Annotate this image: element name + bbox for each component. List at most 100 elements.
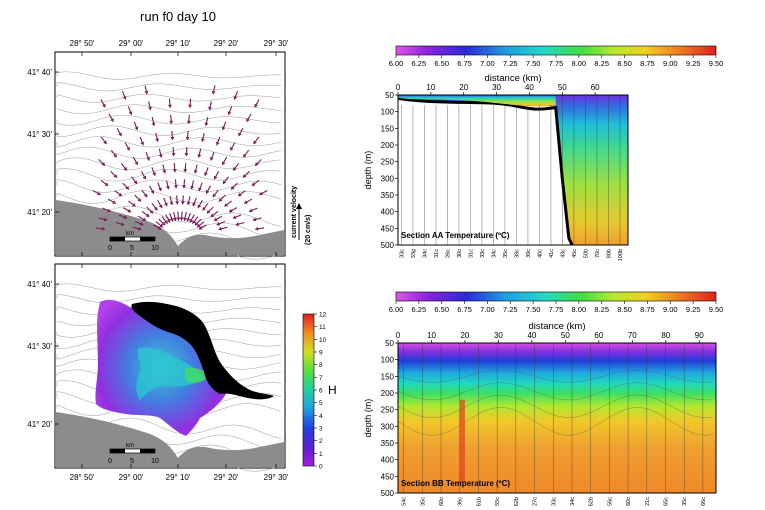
y-tick-label: 250: [381, 406, 395, 415]
section-background: [398, 343, 716, 493]
colorbar-tick-label: 9.25: [686, 305, 701, 314]
velocity-arrow-head: [103, 140, 107, 145]
velocity-arrow-head: [252, 217, 257, 222]
velocity-arrow-head: [204, 122, 209, 126]
colorbar-tick-label: 7.00: [480, 59, 495, 68]
y-tick-label: 200: [381, 389, 395, 398]
colorbar-tick-label: 8.75: [640, 305, 655, 314]
velocity-arrow-head: [128, 111, 133, 115]
x-tick-label: 30: [492, 83, 501, 92]
colorbar-tick-label: 8.50: [617, 59, 632, 68]
velocity-arrow-head: [102, 103, 106, 108]
figure-title: run f0 day 10: [140, 9, 216, 24]
section-bb-isotherm: [397, 394, 713, 418]
station-label: 56c: [607, 497, 613, 506]
velocity-arrow-head: [157, 226, 162, 230]
map-x-tick-label: 28° 50': [70, 473, 95, 482]
map-contour-line: [56, 93, 282, 103]
station-label: 26c: [445, 249, 451, 258]
colorbar-tick-label: 7.75: [549, 305, 564, 314]
colorbar-tick-label: 7.00: [480, 305, 495, 314]
velocity-arrow-head: [259, 191, 263, 196]
x-tick-label: 40: [525, 83, 534, 92]
velocity-arrow-head: [150, 190, 155, 194]
map-contour-line: [56, 179, 282, 193]
colorbar-tick-label: 6.00: [389, 59, 404, 68]
map-x-tick-label: 29° 30': [264, 39, 289, 48]
y-tick-label: 50: [385, 339, 394, 348]
velocity-arrow-head: [198, 226, 203, 230]
velocity-arrow-head: [238, 192, 242, 197]
velocity-arrow-head: [175, 201, 180, 205]
y-tick-label: 350: [381, 191, 395, 200]
x-axis-label: distance (km): [528, 321, 585, 332]
map1-scale-label: 10: [151, 245, 159, 252]
section-frame: [397, 94, 629, 246]
map-contour-line: [56, 294, 282, 304]
velocity-arrow-head: [158, 187, 162, 192]
velocity-arrow-head: [182, 185, 187, 189]
station-label: 34c: [570, 497, 576, 506]
map-x-tick-label: 29° 20': [214, 39, 239, 48]
velocity-arrow-head: [213, 175, 218, 180]
section-title: Section AA Temperature (ºC): [401, 231, 510, 240]
velocity-arrow-head: [155, 138, 160, 142]
velocity-arrow-head: [142, 175, 147, 180]
h-field-core: [136, 347, 204, 400]
velocity-arrow-head: [164, 220, 168, 224]
map-contour-line: [56, 190, 282, 204]
x-tick-label: 0: [396, 83, 401, 92]
velocity-arrow-head: [255, 162, 259, 166]
map-x-tick-label: 29° 30': [264, 473, 289, 482]
h-colorbar-tick-label: 2: [319, 438, 323, 445]
velocity-arrow-head: [147, 106, 152, 111]
h-map: 28° 50' 29° 00' 29° 10' 29° 20' 29° 30' 41° 4…: [27, 263, 337, 482]
velocity-arrow-head: [183, 217, 187, 221]
map2-axis-ticks: 28° 50' 29° 00' 29° 10' 29° 20' 29° 30' 41° 4…: [27, 264, 289, 482]
velocity-arrow-head: [183, 169, 188, 173]
h-colorbar-tick-label: 8: [319, 362, 323, 369]
velocity-arrow-head: [167, 104, 172, 108]
colorbar-tick-label: 7.75: [549, 59, 564, 68]
colorbar-gradient: [395, 45, 717, 56]
station-label: 43c: [560, 249, 566, 258]
map-contour-line: [56, 104, 282, 115]
velocity-arrow-head: [212, 193, 217, 198]
map-contour-line: [56, 125, 282, 137]
map1-scale-label: 5: [130, 245, 134, 252]
velocity-arrow-head: [122, 96, 127, 100]
velocity-arrow-head: [233, 96, 238, 100]
x-tick-label: 70: [628, 331, 637, 340]
section-aa-chart: 6.00 6.25 6.50 6.75 7.00 7.25 7.50 7.75 8.00 8.25…: [363, 45, 723, 261]
station-label: 31c: [434, 249, 440, 258]
map2-scale-label: 10: [151, 458, 159, 465]
station-label: 61b: [476, 497, 482, 506]
h-colorbar-label: H: [328, 383, 337, 397]
y-tick-label: 500: [381, 489, 395, 498]
h-colorbar-tick-label: 9: [319, 350, 323, 357]
map-contour-line: [56, 114, 282, 126]
h-colorbar-tick-label: 12: [319, 312, 327, 319]
colorbar-tick-label: 9.00: [663, 59, 678, 68]
x-tick-label: 20: [459, 83, 468, 92]
station-label: 45c: [572, 249, 578, 258]
velocity-arrow-head: [184, 152, 189, 157]
colorbar-tick-label: 6.75: [457, 305, 472, 314]
velocity-arrow-head: [104, 182, 109, 186]
station-label: 33c: [551, 497, 557, 506]
velocity-arrow-head: [222, 180, 227, 184]
colorbar-tick-label: 6.25: [412, 59, 427, 68]
velocity-arrow-head: [227, 111, 232, 115]
x-tick-label: 60: [594, 331, 603, 340]
velocity-arrow-head: [229, 208, 233, 213]
station-label: 34c: [422, 249, 428, 258]
x-tick-label: 10: [427, 331, 436, 340]
station-label: 62b: [589, 497, 595, 506]
map-x-tick-label: 29° 20': [214, 473, 239, 482]
map-contour-line: [56, 157, 282, 171]
velocity-arrow-head: [210, 213, 215, 217]
section-aa-shelf-water: [398, 95, 556, 107]
map-x-tick-label: 29° 00': [119, 473, 144, 482]
velocity-arrow-head: [144, 90, 149, 95]
colorbar-tick-label: 7.50: [526, 59, 541, 68]
